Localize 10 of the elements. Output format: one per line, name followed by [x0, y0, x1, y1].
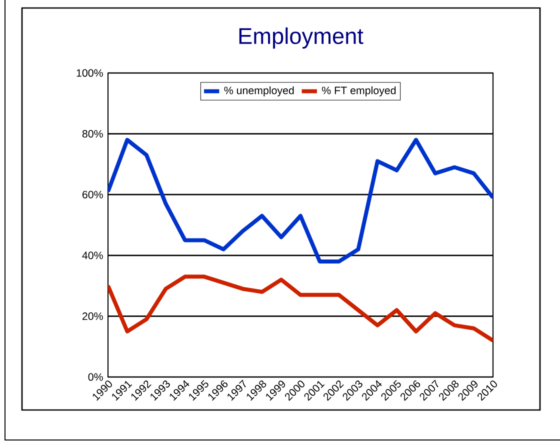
legend-label: % FT employed — [322, 86, 396, 96]
y-tick-label: 20% — [82, 312, 103, 320]
y-tick-label: 40% — [82, 252, 103, 260]
line-series — [108, 138, 493, 264]
chart-title: Employment — [239, 27, 364, 49]
legend-label: % unemployed — [224, 86, 294, 96]
y-tick-label: 0% — [88, 373, 103, 381]
y-tick-label: 60% — [82, 190, 103, 198]
y-tick-label: 80% — [82, 130, 103, 138]
y-tick-label: 100% — [76, 69, 103, 77]
